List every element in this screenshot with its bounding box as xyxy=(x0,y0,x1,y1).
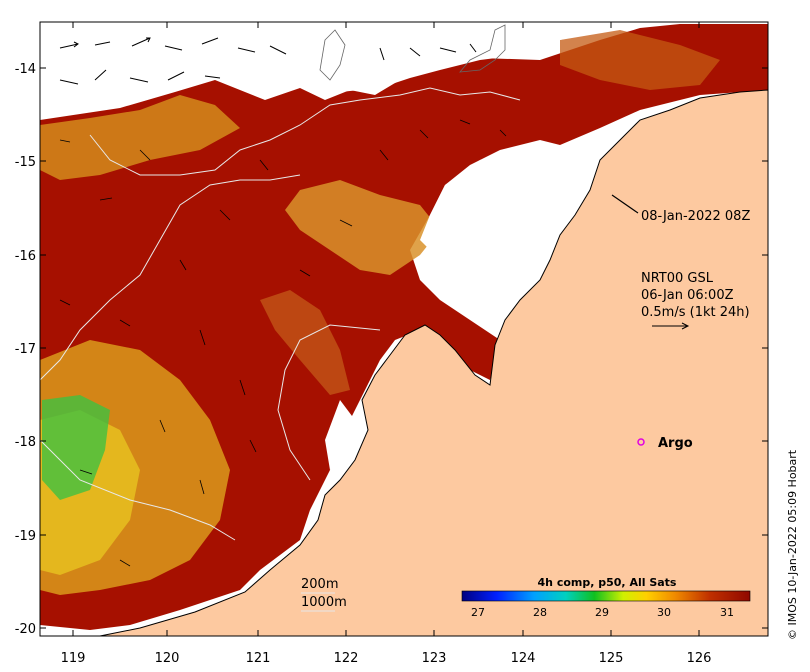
sst-field-green-southwest xyxy=(42,395,110,500)
y-tick-label: -18 xyxy=(15,435,36,450)
cloud-gap-top xyxy=(40,22,768,118)
cloud-gap-east xyxy=(420,145,610,280)
y-tick-label: -16 xyxy=(15,249,36,264)
argo-label: Argo xyxy=(658,436,693,451)
colorbar-label: 30 xyxy=(657,606,671,619)
x-tick-label: 126 xyxy=(687,651,712,666)
obs-time-label: 08-Jan-2022 08Z xyxy=(641,209,750,224)
x-tick-label: 120 xyxy=(155,651,180,666)
sst-field-orange-east xyxy=(560,30,720,90)
colorbar-label: 28 xyxy=(533,606,547,619)
colorbar-label: 31 xyxy=(720,606,734,619)
contour-1000-label: 1000m xyxy=(301,595,347,610)
current-scale-label: 0.5m/s (1kt 24h) xyxy=(641,305,750,320)
current-model-label: NRT00 GSL xyxy=(641,271,714,286)
y-tick-label: -20 xyxy=(15,622,36,637)
y-axis xyxy=(40,67,768,629)
island-outline xyxy=(319,24,506,81)
x-tick-label: 122 xyxy=(334,651,359,666)
x-axis xyxy=(72,22,700,636)
scale-arrow xyxy=(652,322,690,330)
obs-time-pointer xyxy=(611,194,639,214)
colorbar-gradient xyxy=(461,590,751,602)
contour-south-line xyxy=(40,439,236,541)
x-tick-label: 119 xyxy=(61,651,86,666)
argo-float-marker xyxy=(637,438,645,446)
x-tick-label: 125 xyxy=(599,651,624,666)
contour-200m-line xyxy=(89,87,521,176)
land xyxy=(99,89,768,636)
y-tick-label: -19 xyxy=(15,529,36,544)
current-vectors-field xyxy=(59,119,507,567)
colorbar-label: 27 xyxy=(471,606,485,619)
plot-frame xyxy=(39,21,769,637)
colorbar-title: 4h comp, p50, All Sats xyxy=(538,576,677,589)
current-vectors xyxy=(59,37,477,85)
sst-field-warm-central xyxy=(285,180,440,275)
colorbar-label: 29 xyxy=(595,606,609,619)
contour-200-label: 200m xyxy=(301,577,338,592)
cloud-gap-coast xyxy=(325,400,355,470)
y-tick-label: -14 xyxy=(15,62,36,77)
x-tick-label: 124 xyxy=(511,651,536,666)
sst-field-warm-north xyxy=(40,95,240,180)
contour-1000m-line xyxy=(40,174,301,381)
x-tick-label: 123 xyxy=(422,651,447,666)
x-tick-label: 121 xyxy=(246,651,271,666)
sst-field-warm-plume xyxy=(260,290,350,395)
map-plot-area xyxy=(40,22,768,636)
current-time-label: 06-Jan 06:00Z xyxy=(641,288,734,303)
y-tick-label: -15 xyxy=(15,155,36,170)
imos-credit: © IMOS 10-Jan-2022 05:09 Hobart xyxy=(786,449,799,640)
contour-coastal-line xyxy=(277,324,381,481)
y-tick-label: -17 xyxy=(15,342,36,357)
